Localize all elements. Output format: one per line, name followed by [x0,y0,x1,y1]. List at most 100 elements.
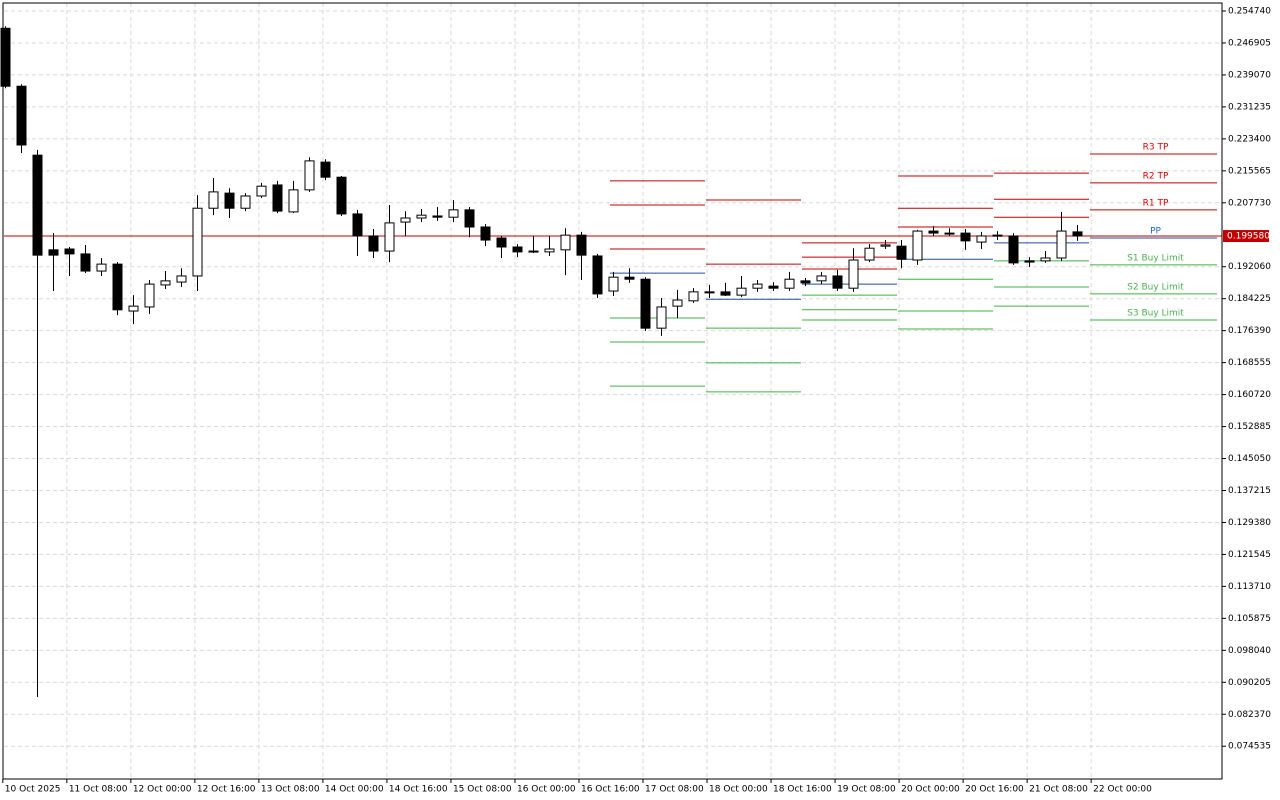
y-tick-label: 0.145050 [1228,454,1271,464]
candle-body [1072,231,1083,237]
candle-body [176,275,187,283]
candle-body [160,280,171,286]
candle-body [896,245,907,260]
candle-body [736,287,747,296]
y-tick-label: 0.090205 [1228,678,1271,688]
candle-body [752,283,763,289]
candle-body [464,209,475,228]
y-tick-label: 0.129380 [1228,518,1271,528]
pivot-label: R2 TP [1143,171,1169,181]
candle-body [208,191,219,209]
candle-body [528,250,539,253]
y-tick-label: 0.192060 [1228,262,1271,272]
candle-body [272,184,283,212]
plot: R3 TP R2 TP R1 TP PP S1 Buy Limit S2 Buy Limi… [0,26,1222,697]
y-tick-label: 0.137215 [1228,486,1271,496]
candle-body [1024,260,1035,263]
y-tick-label: 0.231235 [1228,102,1271,112]
candle-body [0,27,11,87]
candle-body [96,263,107,272]
candle-body [640,278,651,329]
candle-body [816,275,827,282]
candle-body [320,161,331,178]
candle-body [192,207,203,277]
candle-body [224,192,235,209]
y-tick-label: 0.168555 [1228,358,1271,368]
y-tick-label: 0.074535 [1228,742,1271,752]
candle-body [352,213,363,237]
pivot-label: S2 Buy Limit [1127,282,1184,292]
grid [4,3,1222,779]
candle-body [672,299,683,307]
candle-body [288,189,299,213]
last-price-box [1223,230,1269,243]
y-tick-label: 0.215565 [1228,166,1271,176]
x-tick-label: 21 Oct 08:00 [1029,785,1088,795]
y-tick-label: 0.121545 [1228,550,1271,560]
candle-body [992,234,1003,237]
x-tick-label: 12 Oct 00:00 [133,785,192,795]
x-tick-label: 14 Oct 16:00 [389,785,448,795]
candle-body [720,291,731,296]
x-tick-label: 15 Oct 08:00 [453,785,512,795]
pivot-label: PP [1150,227,1161,237]
x-tick-label: 18 Oct 00:00 [709,785,768,795]
candle-body [1008,235,1019,264]
candle-body [64,248,75,255]
candle-body [416,214,427,219]
candle-body [144,283,155,308]
candle-body [384,222,395,252]
candle-body [240,195,251,209]
x-tick-label: 11 Oct 08:00 [69,785,128,795]
candle-body [48,249,59,256]
candle-body [336,176,347,215]
axes: 0.254740 0.246905 0.239070 0.231235 0.223400… [2,6,1271,795]
pivot-label: R1 TP [1143,198,1169,208]
x-tick-label: 22 Oct 00:00 [1093,785,1152,795]
y-tick-label: 0.184225 [1228,294,1271,304]
y-tick-label: 0.223400 [1228,134,1271,144]
y-tick-label: 0.176390 [1228,326,1271,336]
y-tick-label: 0.246905 [1228,38,1271,48]
candle-body [80,253,91,272]
candle-body [880,244,891,247]
y-tick-label: 0.207730 [1228,198,1271,208]
x-tick-label: 19 Oct 08:00 [837,785,896,795]
candle-body [256,185,267,197]
candle-body [832,275,843,289]
y-tick-label: 0.113710 [1228,582,1271,592]
y-tick-label: 0.152885 [1228,422,1271,432]
candle-body [608,276,619,292]
candle-body [480,226,491,241]
pivot-label: S1 Buy Limit [1127,253,1184,263]
candle-body [912,230,923,261]
y-tick-label: 0.160720 [1228,390,1271,400]
candle-body [656,306,667,329]
candle-body [304,160,315,191]
x-tick-label: 16 Oct 00:00 [517,785,576,795]
candle-body [864,247,875,261]
candle-body [704,291,715,294]
candle-body [784,278,795,289]
y-tick-label: 0.105875 [1228,614,1271,624]
candle-body [768,285,779,289]
candle-body [112,263,123,311]
candle-body [496,237,507,248]
candle-body [544,248,555,253]
pivot-label: S3 Buy Limit [1127,309,1184,319]
candle-body [32,154,43,256]
x-tick-label: 13 Oct 08:00 [261,785,320,795]
y-tick-label: 0.098040 [1228,646,1271,656]
y-tick-label: 0.254740 [1228,6,1271,16]
x-tick-label: 14 Oct 00:00 [325,785,384,795]
candle-body [128,305,139,312]
candle-body [512,246,523,253]
candle-body [688,291,699,302]
candle-body [560,234,571,251]
candle-body [400,217,411,223]
candle-body [432,215,443,218]
candle-body [16,85,27,146]
x-tick-label: 20 Oct 16:00 [965,785,1024,795]
